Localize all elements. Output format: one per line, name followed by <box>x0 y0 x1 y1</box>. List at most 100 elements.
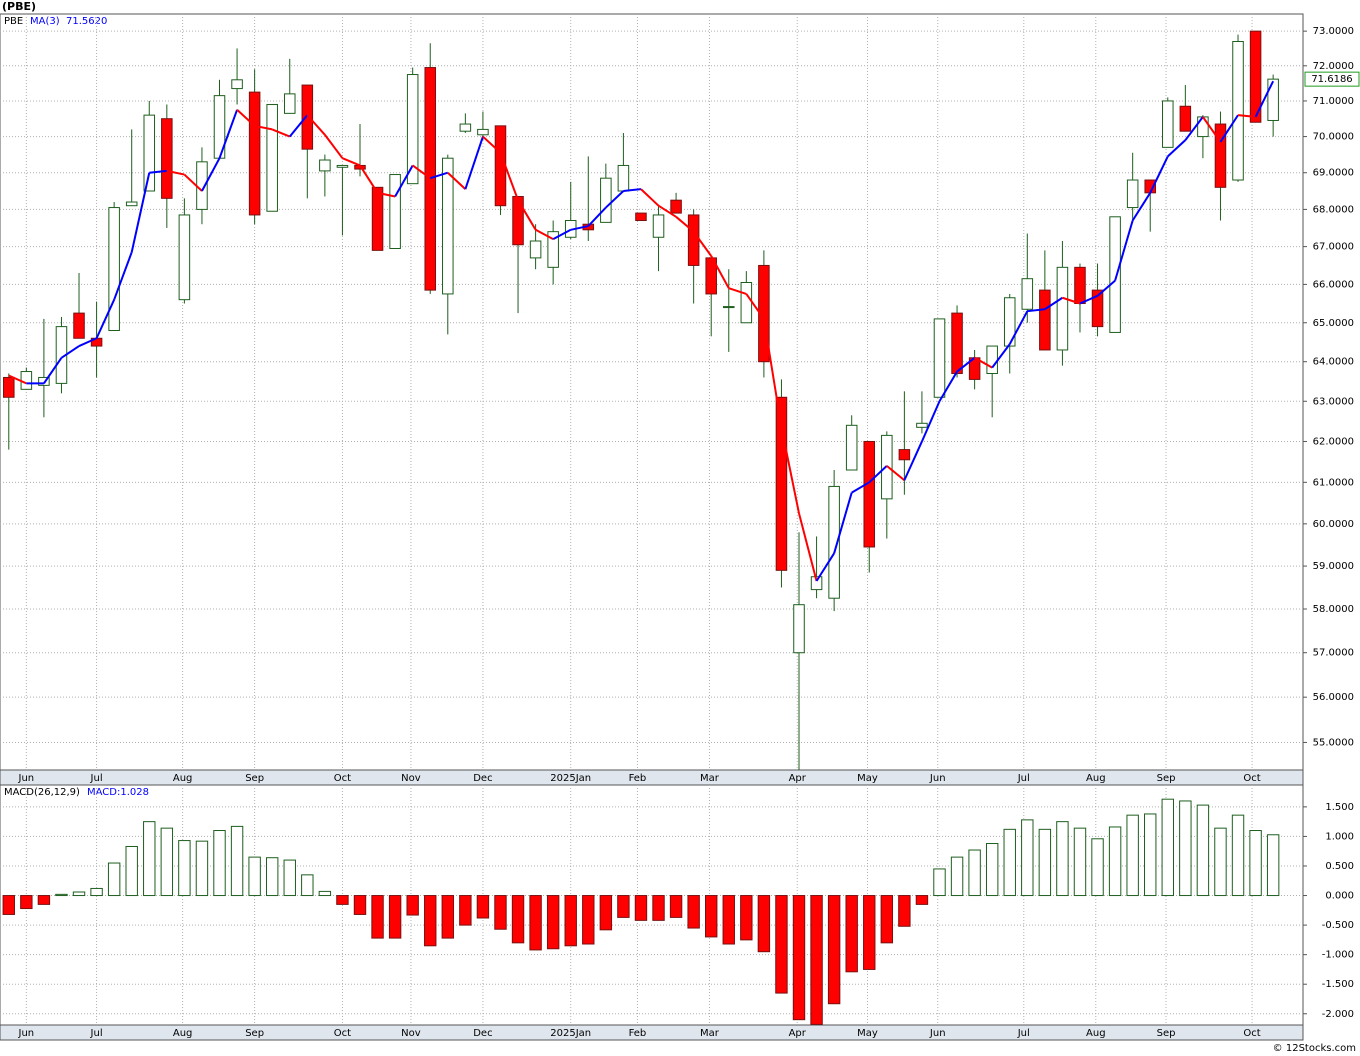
y-tick-label: 72.0000 <box>1313 61 1354 72</box>
x-tick-label: 2025Jan <box>550 773 591 784</box>
y-tick-label: 70.0000 <box>1313 132 1354 143</box>
x-tick-label: Jun <box>18 1028 35 1039</box>
y-tick-label: -0.500 <box>1322 920 1354 931</box>
ma-line <box>113 251 133 301</box>
candle-body <box>687 214 700 266</box>
x-tick-label: Dec <box>473 773 492 784</box>
candle-body <box>1109 216 1121 333</box>
y-tick-label: 57.0000 <box>1313 648 1354 659</box>
candle-body <box>336 164 349 168</box>
ma-line <box>1167 139 1187 158</box>
ma-line <box>833 492 853 554</box>
candle-body <box>161 118 173 199</box>
macd-bar <box>213 830 226 897</box>
ma-line <box>657 204 677 218</box>
ma-line <box>762 318 783 428</box>
macd-bar <box>1231 814 1245 897</box>
y-tick-label: 55.0000 <box>1313 737 1354 748</box>
ma-line <box>271 128 291 138</box>
candle-body <box>1021 278 1034 310</box>
ma-line <box>710 255 730 289</box>
candle-body <box>600 177 612 223</box>
candle-body <box>178 214 191 301</box>
macd-bar <box>178 840 191 897</box>
candle-body <box>1267 78 1279 121</box>
candle-body <box>459 123 472 132</box>
y-tick-label: 66.0000 <box>1313 279 1354 290</box>
candle-body <box>3 376 15 398</box>
x-tick-label: Aug <box>1086 773 1106 784</box>
macd-bar <box>511 895 525 944</box>
macd-bar <box>1021 819 1034 897</box>
candle-body <box>1074 266 1086 305</box>
ma-line <box>974 356 993 369</box>
candle-body <box>1249 30 1262 123</box>
candle-body <box>828 485 840 599</box>
ma-line <box>95 299 116 339</box>
ma-line <box>1062 296 1081 305</box>
y-tick-label: -1.000 <box>1322 950 1354 961</box>
y-tick-label: 59.0000 <box>1313 561 1354 572</box>
candle-body <box>38 376 50 386</box>
ma-line <box>570 225 589 231</box>
candle-body <box>371 186 384 251</box>
ma-line <box>499 152 519 201</box>
ma-line <box>1184 116 1204 141</box>
macd-bar <box>1196 804 1210 897</box>
macd-bar <box>160 827 174 897</box>
macd-bar <box>406 895 419 916</box>
macd-bar <box>1108 826 1122 897</box>
ma-line <box>1219 114 1239 143</box>
candle-body <box>916 422 928 428</box>
candle-body <box>231 79 243 90</box>
candle-body <box>793 604 805 654</box>
y-tick-label: 1.000 <box>1325 831 1354 842</box>
x-tick-label: Mar <box>700 773 720 784</box>
ma-line <box>183 173 203 192</box>
x-tick-label: Apr <box>789 1028 807 1039</box>
x-tick-label: 2025Jan <box>550 1028 591 1039</box>
y-tick-label: 71.0000 <box>1313 96 1354 107</box>
candle-body <box>529 240 542 259</box>
candle-body <box>775 396 788 571</box>
date-strip <box>0 1024 1304 1041</box>
x-tick-label: Aug <box>173 1028 193 1039</box>
macd-bar <box>652 895 665 921</box>
macd-bar <box>476 895 490 919</box>
ma-line <box>359 164 379 194</box>
macd-bar <box>1144 813 1157 897</box>
x-tick-label: Mar <box>700 1028 720 1039</box>
macd-bar <box>248 856 261 897</box>
macd-bar <box>143 821 156 897</box>
macd-bar <box>459 895 472 926</box>
x-tick-label: Dec <box>473 1028 492 1039</box>
candle-body <box>319 159 331 172</box>
candle-body <box>283 93 296 114</box>
macd-bar <box>195 840 209 897</box>
candle-body <box>442 157 454 295</box>
macd-bar <box>388 895 402 939</box>
ma-line <box>1079 294 1098 305</box>
macd-bar <box>687 895 700 929</box>
x-tick-label: Apr <box>789 773 807 784</box>
ma-line <box>324 134 344 159</box>
legend-symbol: PBE <box>4 16 23 27</box>
macd-bar <box>617 895 630 918</box>
candle-body <box>547 231 559 268</box>
macd-bar <box>371 895 384 939</box>
ma-line <box>412 164 431 180</box>
ma-line <box>903 441 923 481</box>
ma-line <box>78 337 97 347</box>
candle-body <box>1126 179 1139 209</box>
x-tick-label: May <box>857 773 878 784</box>
macd-bar <box>125 845 138 897</box>
candle-body <box>1003 297 1016 347</box>
macd-bar <box>353 895 367 915</box>
candle-body <box>758 264 770 363</box>
y-tick-label: 63.0000 <box>1313 396 1354 407</box>
macd-bar <box>933 868 946 897</box>
ma-line <box>166 169 185 176</box>
y-tick-label: 69.0000 <box>1313 168 1354 179</box>
macd-bar <box>827 895 841 1005</box>
